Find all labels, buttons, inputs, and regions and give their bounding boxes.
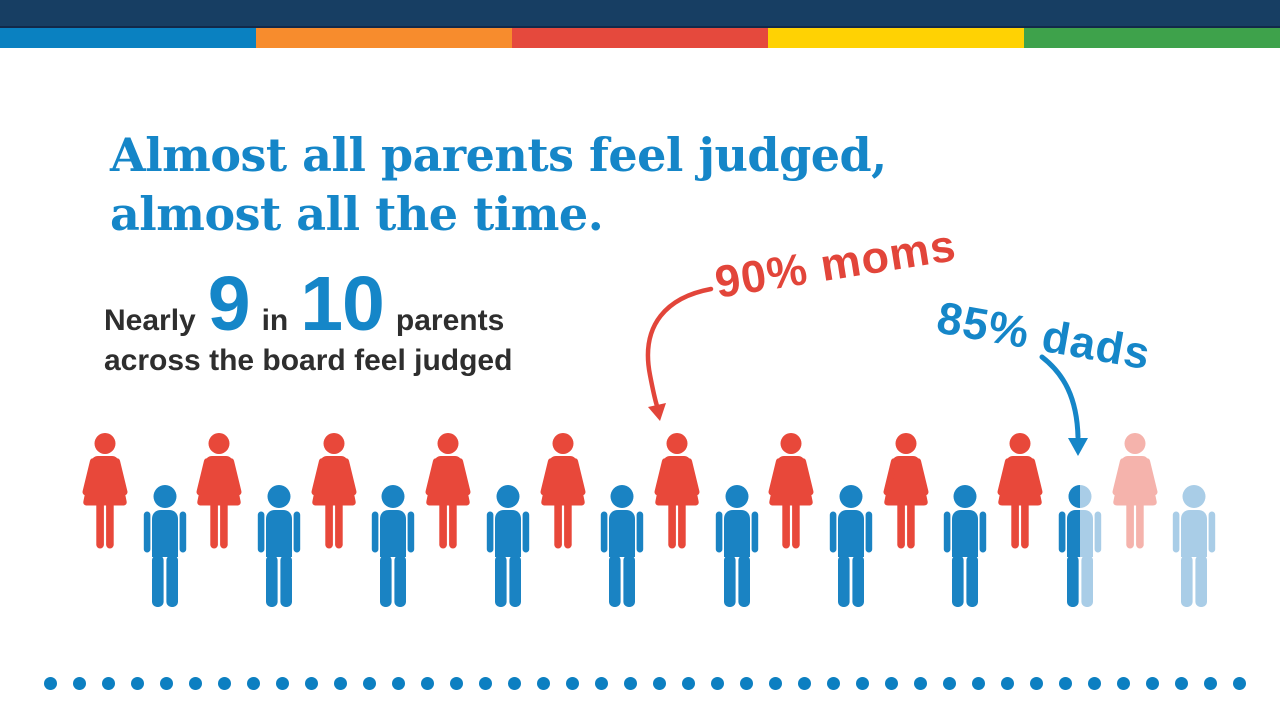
divider-dot — [508, 677, 521, 690]
divider-dot — [827, 677, 840, 690]
page-title: Almost all parents feel judged, almost a… — [110, 126, 1010, 244]
dads-percentage-label: 85% dads — [933, 291, 1155, 380]
mom-figure-3-full — [305, 433, 363, 555]
dad-figure-3-full — [369, 485, 417, 612]
headline-line1: Almost all parents feel judged, — [110, 128, 887, 182]
divider-dot — [1117, 677, 1130, 690]
stat-line: Nearly 9 in 10 parents — [104, 266, 504, 343]
divider-dot — [392, 677, 405, 690]
mom-figure-8-full — [877, 433, 935, 555]
dotted-divider — [44, 677, 1246, 690]
divider-dot — [1175, 677, 1188, 690]
mom-figure-2-full — [190, 433, 248, 555]
dad-figure-10-faded — [1170, 485, 1218, 612]
divider-dot — [914, 677, 927, 690]
mom-figure-7-full — [762, 433, 820, 555]
mom-figure-10-faded — [1106, 433, 1164, 555]
dad-figure-4-full — [484, 485, 532, 612]
moms-arrowhead-icon — [648, 403, 666, 421]
stripe-segment-3 — [512, 28, 768, 48]
divider-dot — [450, 677, 463, 690]
mom-figure-5-full — [534, 433, 592, 555]
divider-dot — [1146, 677, 1159, 690]
divider-dot — [653, 677, 666, 690]
dads-arrow-curve — [1039, 354, 1081, 440]
divider-dot — [624, 677, 637, 690]
divider-dot — [334, 677, 347, 690]
divider-dot — [247, 677, 260, 690]
divider-dot — [218, 677, 231, 690]
dad-figure-6-full — [713, 485, 761, 612]
stat-prefix: Nearly — [104, 304, 196, 337]
divider-dot — [682, 677, 695, 690]
divider-dot — [595, 677, 608, 690]
divider-dot — [798, 677, 811, 690]
divider-dot — [160, 677, 173, 690]
dad-figure-5-full — [598, 485, 646, 612]
divider-dot — [363, 677, 376, 690]
dad-figure-7-full — [827, 485, 875, 612]
mom-figure-1-full — [76, 433, 134, 555]
stat-number-10: 10 — [300, 261, 385, 347]
dad-figure-2-full — [255, 485, 303, 612]
divider-dot — [537, 677, 550, 690]
mom-figure-4-full — [419, 433, 477, 555]
divider-dot — [972, 677, 985, 690]
divider-dot — [421, 677, 434, 690]
divider-dot — [102, 677, 115, 690]
color-stripe — [0, 28, 1280, 48]
divider-dot — [769, 677, 782, 690]
divider-dot — [1001, 677, 1014, 690]
divider-dot — [885, 677, 898, 690]
stat-suffix: parents — [395, 304, 505, 337]
divider-dot — [856, 677, 869, 690]
dad-figure-half-filled — [1056, 485, 1080, 612]
divider-dot — [131, 677, 144, 690]
divider-dot — [44, 677, 57, 690]
stat-line2: across the board feel judged — [104, 344, 513, 377]
stripe-segment-5 — [1024, 28, 1280, 48]
headline-line2: almost all the time. — [110, 186, 604, 241]
divider-dot — [1088, 677, 1101, 690]
divider-dot — [189, 677, 202, 690]
dad-figure-1-full — [141, 485, 189, 612]
mom-figure-9-full — [991, 433, 1049, 555]
stripe-segment-4 — [768, 28, 1024, 48]
divider-dot — [1059, 677, 1072, 690]
mom-figure-6-full — [648, 433, 706, 555]
divider-dot — [1030, 677, 1043, 690]
divider-dot — [479, 677, 492, 690]
dad-figure-8-full — [941, 485, 989, 612]
divider-dot — [305, 677, 318, 690]
divider-dot — [943, 677, 956, 690]
divider-dot — [740, 677, 753, 690]
divider-dot — [1204, 677, 1217, 690]
dads-arrowhead-icon — [1068, 438, 1088, 456]
stat-number-9: 9 — [207, 261, 251, 347]
divider-dot — [73, 677, 86, 690]
moms-arrow-curve — [645, 286, 714, 409]
top-navy-bar — [0, 0, 1280, 28]
stat-mid: in — [261, 304, 289, 337]
dad-figure-9-half — [1056, 485, 1104, 607]
stripe-segment-1 — [0, 28, 256, 48]
divider-dot — [1233, 677, 1246, 690]
divider-dot — [276, 677, 289, 690]
divider-dot — [711, 677, 724, 690]
divider-dot — [566, 677, 579, 690]
stripe-segment-2 — [256, 28, 512, 48]
